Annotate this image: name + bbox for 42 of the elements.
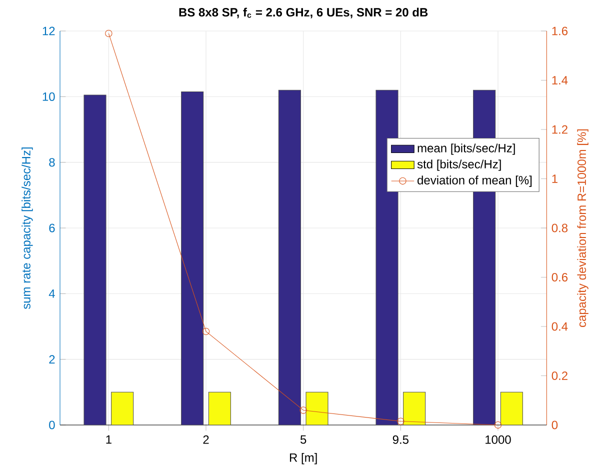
y-tick-label: 10	[42, 92, 55, 101]
y-tick-label: 4	[48, 290, 55, 298]
y-tick-label: 12	[42, 26, 55, 36]
y2-tick-label: 0.4	[552, 322, 568, 331]
y2-tick-label: 1.4	[552, 76, 568, 84]
x-tick-label: 1	[106, 435, 112, 444]
x-tick-label: 5	[300, 435, 306, 444]
bar	[403, 392, 426, 425]
bar	[500, 392, 523, 425]
bar	[278, 90, 301, 425]
point	[300, 406, 307, 414]
y2-tick-label: 1.6	[552, 26, 568, 36]
legend-label: std [bits/sec/Hz]	[417, 160, 501, 171]
chart-title: BS 8x8 SP, f$_{c}$ = 2.6 GHz, 6 UEs, SNR = 20 dB	[179, 8, 428, 18]
bar	[181, 91, 204, 425]
bar	[376, 90, 398, 425]
y2-tick-label: 1.2	[552, 125, 568, 134]
y-tick-label: 6	[49, 224, 55, 232]
legend-label: mean [bits/sec/Hz]	[418, 144, 515, 155]
point	[202, 328, 210, 336]
point	[105, 30, 112, 38]
x-axis-title: R [m]	[290, 453, 317, 464]
y-tick-label: 2	[49, 355, 55, 364]
x-tick-label: 2	[203, 435, 209, 444]
y2-axis-title: capacity deviation from R=1000m [%]	[577, 129, 588, 328]
y2-tick-label: 0	[552, 420, 558, 430]
bar	[111, 392, 134, 425]
point	[397, 418, 404, 425]
y2-tick-label: 0.2	[552, 371, 568, 380]
point	[494, 421, 502, 429]
legend-label: deviation of mean [%]	[418, 176, 532, 187]
y-tick-label: 0	[49, 420, 55, 430]
y2-tick-label: 0.6	[552, 272, 568, 282]
x-tick-label: 1000	[486, 435, 511, 444]
bar	[208, 392, 231, 425]
y2-tick-label: 0.8	[552, 224, 568, 232]
y2-tick-label: 1	[552, 174, 558, 183]
x-tick-label: 9.5	[392, 435, 408, 444]
bar	[306, 392, 328, 425]
y-axis-title: sum rate capacity [bits/sec/Hz]	[22, 147, 33, 310]
bar	[84, 94, 106, 425]
y-tick-label: 8	[49, 158, 55, 167]
